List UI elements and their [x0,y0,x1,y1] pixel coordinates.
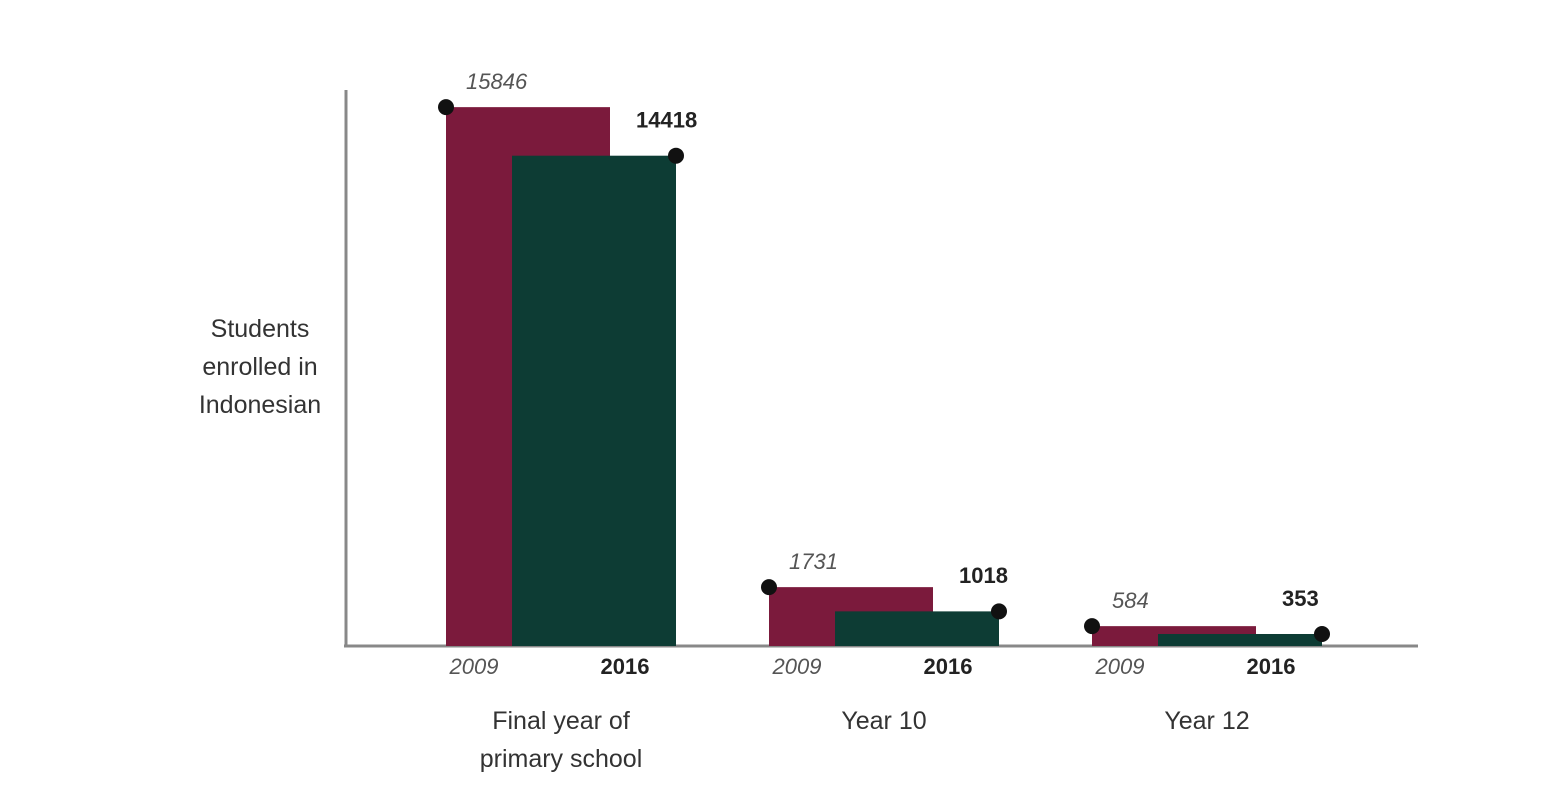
bar-dot [438,99,454,116]
value-label: 14418 [636,108,697,133]
value-label: 353 [1282,586,1319,611]
bar [512,155,676,646]
bar-dot [991,603,1007,620]
bar-dot [668,147,684,164]
value-label: 15846 [466,69,528,94]
bar [835,611,999,646]
value-label: 1731 [789,549,838,574]
series-label: 2016 [601,654,650,679]
category-label: Final year of primary school [479,707,643,773]
series-label: 2016 [924,654,973,679]
value-label: 584 [1112,588,1149,613]
series-label: 2016 [1247,654,1296,679]
bar-dot [761,579,777,596]
bar-dot [1314,625,1330,642]
bar [1158,633,1322,646]
series-label: 2009 [449,654,499,679]
y-axis-label: Students enrolled in Indonesian [198,315,322,419]
category-label: Year 10 [841,707,927,735]
category-label: Year 12 [1164,707,1250,735]
bar-dot [1084,618,1100,635]
value-label: 1018 [959,563,1008,588]
series-label: 2009 [772,654,822,679]
series-label: 2009 [1095,654,1145,679]
